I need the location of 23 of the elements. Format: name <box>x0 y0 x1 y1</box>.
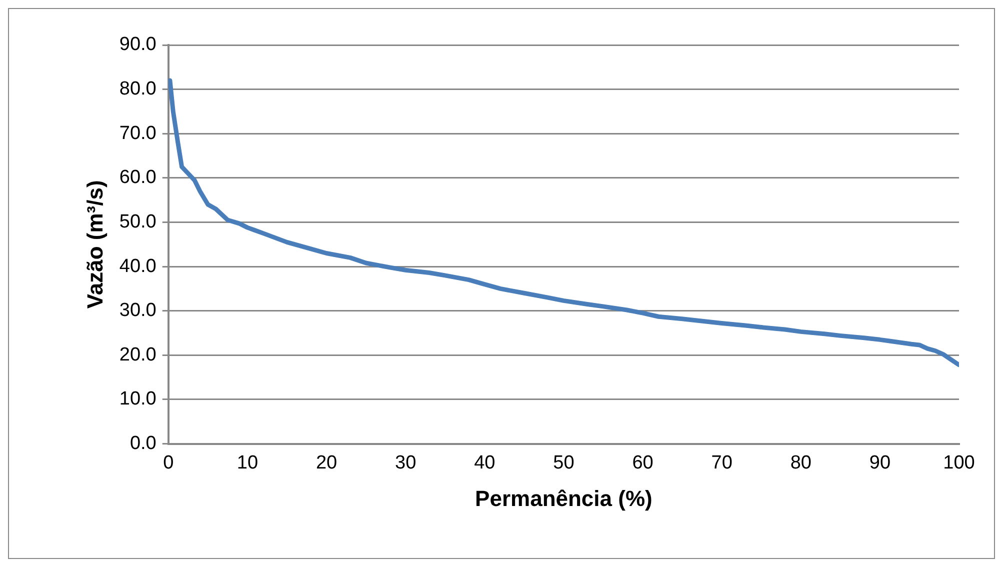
x-tick-label: 20 <box>316 452 338 474</box>
x-axis-title: Permanência (%) <box>475 486 652 511</box>
x-tick-label: 90 <box>869 452 891 474</box>
y-tick-label: 10.0 <box>119 388 156 410</box>
x-tick-label: 60 <box>632 452 654 474</box>
x-tick-label: 40 <box>474 452 496 474</box>
y-tick-label: 0.0 <box>130 433 156 454</box>
x-tick-label: 50 <box>553 452 574 474</box>
x-tick-label: 10 <box>236 452 258 474</box>
y-tick-label: 20.0 <box>119 344 156 366</box>
y-tick-label: 80.0 <box>119 78 156 100</box>
y-tick-label: 90.0 <box>119 34 156 56</box>
y-tick-label: 70.0 <box>119 122 156 144</box>
x-tick-label: 80 <box>790 452 812 474</box>
x-tick-label: 0 <box>163 452 174 474</box>
x-tick-label: 70 <box>711 452 732 474</box>
y-tick-label: 40.0 <box>119 256 156 277</box>
y-axis-title: Vazão (m³/s) <box>82 180 108 309</box>
x-tick-label: 30 <box>394 452 416 474</box>
x-tick-label: 100 <box>943 452 975 474</box>
y-tick-label: 50.0 <box>119 211 156 232</box>
y-tick-label: 30.0 <box>119 300 156 322</box>
y-tick-label: 60.0 <box>119 167 156 188</box>
